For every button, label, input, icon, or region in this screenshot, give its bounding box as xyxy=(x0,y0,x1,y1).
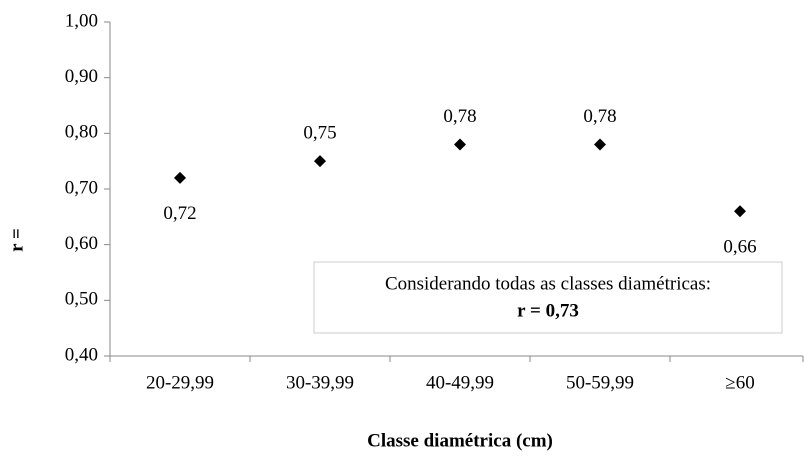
y-tick-label: 0,60 xyxy=(65,233,98,254)
y-tick-label: 0,70 xyxy=(65,177,98,198)
x-axis-title: Classe diamétrica (cm) xyxy=(367,430,553,451)
y-axis-title: r = xyxy=(6,228,27,252)
marker xyxy=(594,138,606,151)
x-tick-label: 50-59,99 xyxy=(566,372,634,393)
annotation-box xyxy=(313,261,783,334)
x-tick-label: 30-39,99 xyxy=(286,372,354,393)
data-label: 0,78 xyxy=(583,106,616,127)
marker xyxy=(174,171,186,184)
marker xyxy=(314,155,326,168)
y-tick-label: 0,40 xyxy=(65,344,98,365)
y-tick-label: 0,50 xyxy=(65,289,98,310)
data-label: 0,66 xyxy=(723,237,756,258)
y-tick-label: 1,00 xyxy=(65,10,98,31)
annotation-text: Considerando todas as classes diamétrica… xyxy=(385,273,711,294)
annotation-value: r = 0,73 xyxy=(517,300,579,321)
x-tick-label: 40-49,99 xyxy=(426,372,494,393)
marker xyxy=(454,138,466,151)
x-tick-label: ≥60 xyxy=(725,372,754,393)
x-tick-label: 20-29,99 xyxy=(146,372,214,393)
marker xyxy=(734,205,746,218)
y-tick-label: 0,80 xyxy=(65,122,98,143)
data-label: 0,78 xyxy=(443,106,476,127)
y-tick-label: 0,90 xyxy=(65,66,98,87)
data-label: 0,72 xyxy=(163,203,196,224)
data-label: 0,75 xyxy=(303,123,336,144)
